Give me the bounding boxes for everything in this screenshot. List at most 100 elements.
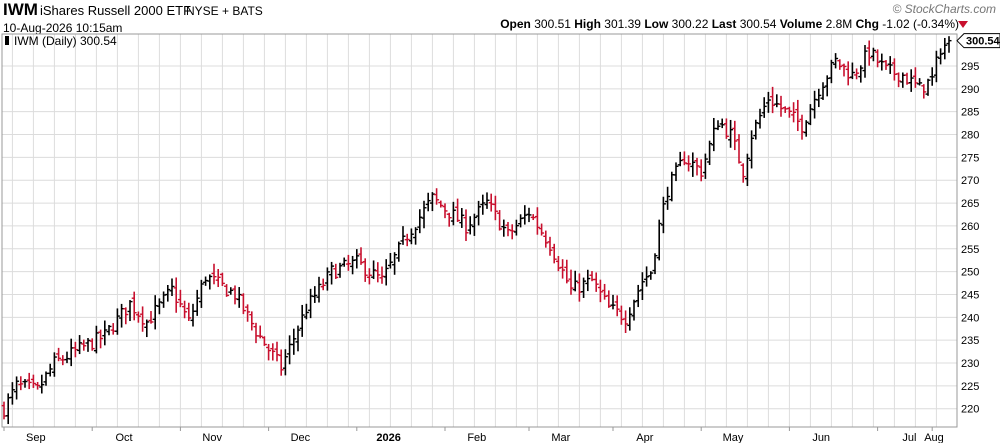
ohlc-bar <box>648 271 654 280</box>
ohlc-bar <box>30 374 36 388</box>
ohlc-bar <box>358 247 364 265</box>
ohlc-bar <box>513 219 519 236</box>
ohlc-bar <box>396 241 402 262</box>
ohlc-bar <box>564 259 570 284</box>
low-label: Low <box>644 17 669 31</box>
ohlc-bar <box>249 311 255 331</box>
ohlc-bar <box>89 338 95 351</box>
plot-frame <box>1 33 958 428</box>
ohlc-bar <box>707 140 713 166</box>
legend-bar-icon <box>5 36 9 45</box>
down-arrow-icon <box>958 21 968 28</box>
ohlc-bar <box>257 325 263 339</box>
ohlc-bar <box>694 157 700 176</box>
y-tick-label: 265 <box>961 198 979 210</box>
ohlc-bar <box>673 162 679 182</box>
brand-logo[interactable]: © StockCharts.com <box>892 2 996 16</box>
ohlc-bar <box>463 209 469 242</box>
open-label: Open <box>500 17 531 31</box>
ohlc-bar <box>366 268 372 285</box>
y-axis: 220 225 230 235 240 245 250 255 260 265 270 275 280 2… <box>961 61 979 416</box>
ohlc-bar <box>371 260 377 280</box>
ohlc-bar <box>875 49 881 68</box>
ohlc-bars <box>1 36 952 425</box>
ohlc-bar <box>266 343 272 361</box>
ohlc-bar <box>501 219 507 237</box>
ohlc-bar <box>862 45 868 78</box>
ohlc-bar <box>114 308 120 335</box>
y-tick-label: 285 <box>961 107 979 119</box>
ohlc-bar <box>891 58 897 81</box>
ohlc-bar <box>446 212 452 227</box>
ohlc-bar <box>152 295 158 330</box>
ohlc-bar <box>484 192 490 209</box>
x-tick-label: Nov <box>202 432 222 443</box>
ohlc-bar <box>22 379 28 388</box>
ohlc-bar <box>261 336 267 346</box>
ohlc-bar <box>442 203 448 219</box>
ohlc-bar <box>392 252 398 275</box>
legend-text: IWM (Daily) 300.54 <box>14 34 117 48</box>
ohlc-bar <box>660 196 666 234</box>
ohlc-bar <box>841 63 847 77</box>
y-tick-label: 295 <box>961 61 979 73</box>
ohlc-bar <box>623 310 629 333</box>
ohlc-bar <box>417 209 423 234</box>
ohlc-bar <box>560 259 566 279</box>
last-value: 300.54 <box>739 17 777 31</box>
ohlc-bar <box>110 323 116 335</box>
ohlc-bar <box>828 59 834 84</box>
ohlc-bar <box>421 200 427 229</box>
ohlc-bar <box>644 266 650 287</box>
last-label: Last <box>711 17 737 31</box>
ohlc-bar <box>887 56 893 74</box>
ohlc-bar <box>64 351 70 364</box>
ohlc-bar <box>820 82 826 100</box>
ohlc-bar <box>56 347 62 362</box>
ohlc-bar <box>728 119 734 148</box>
ohlc-bar <box>946 36 952 53</box>
ohlc-bar <box>547 236 553 256</box>
ohlc-bar <box>35 381 41 390</box>
ohlc-bar <box>799 114 805 140</box>
ohlc-bar <box>795 99 801 132</box>
ohlc-bar <box>156 298 162 315</box>
ohlc-bar <box>929 67 935 86</box>
ohlc-bar <box>438 200 444 208</box>
x-tick-label: Jun <box>812 432 830 443</box>
ohlc-bar <box>849 62 855 80</box>
ohlc-bar <box>106 324 112 336</box>
ohlc-bar <box>320 278 326 291</box>
ohlc-bar <box>408 228 414 245</box>
ohlc-bar <box>186 302 192 322</box>
ohlc-bar <box>240 293 246 315</box>
ohlc-bar <box>698 159 704 182</box>
ohlc-bar <box>585 269 591 292</box>
ohlc-bar <box>837 59 843 70</box>
chg-label: Chg <box>855 17 879 31</box>
fund-name: iShares Russell 2000 ETF <box>40 3 192 18</box>
ohlc-bar <box>543 230 549 248</box>
chart-header: IWM iShares Russell 2000 ETF NYSE + BATS… <box>0 0 1000 40</box>
ohlc-bar <box>312 286 318 303</box>
ohlc-bar <box>207 274 213 290</box>
x-tick-label: 2026 <box>376 432 400 443</box>
ohlc-bar <box>278 349 284 376</box>
ohlc-bar <box>581 277 587 298</box>
ohlc-bar <box>169 278 175 297</box>
ohlc-bar <box>72 341 78 358</box>
ohlc-bar <box>228 287 234 295</box>
ohlc-bar <box>715 120 721 131</box>
ohlc-bar <box>883 60 889 70</box>
ohlc-bar <box>98 329 104 349</box>
y-tick-label: 250 <box>961 267 979 279</box>
ohlc-bar <box>866 40 872 66</box>
open-value: 300.51 <box>534 17 571 31</box>
ohlc-bar <box>450 201 456 226</box>
ohlc-bar <box>665 186 671 210</box>
ohlc-bar <box>568 269 574 295</box>
ohlc-bar <box>337 262 343 278</box>
y-tick-label: 235 <box>961 335 979 347</box>
ohlc-bar <box>778 95 784 117</box>
